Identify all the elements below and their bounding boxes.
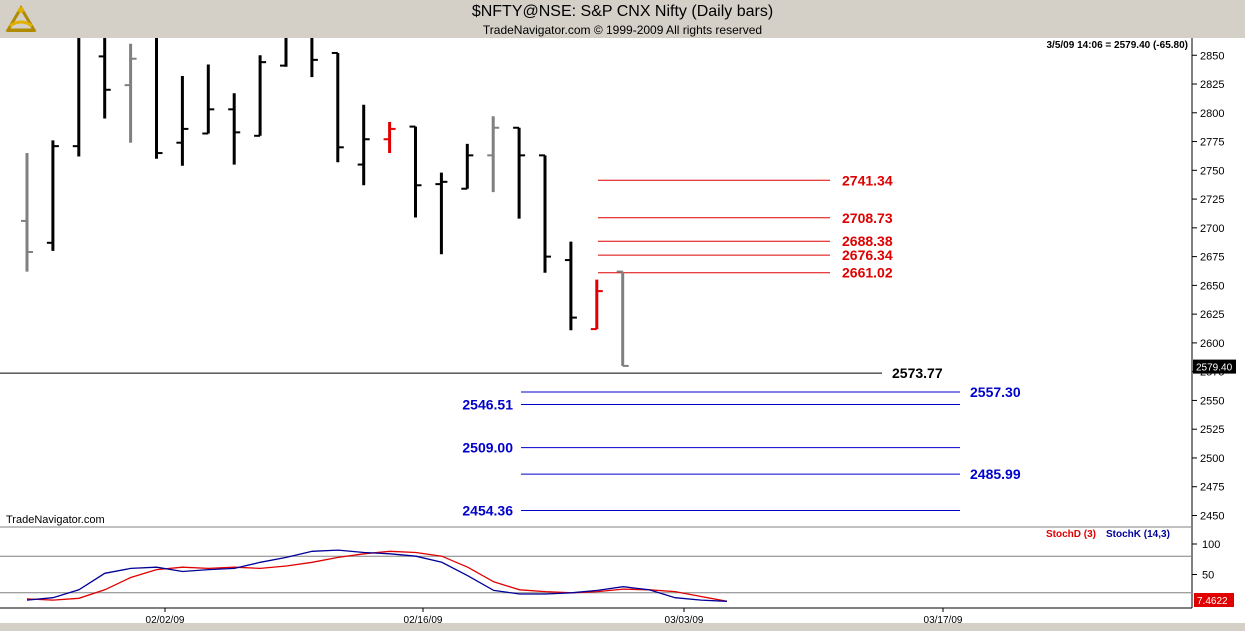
price-tick-label: 2750 (1200, 165, 1224, 177)
time-tick-label: 02/02/09 (146, 615, 185, 626)
price-tick-label: 2800 (1200, 108, 1224, 120)
price-bar (280, 38, 288, 67)
price-tick-label: 2525 (1200, 424, 1224, 436)
price-bar (98, 38, 111, 119)
time-axis: 02/02/09 02/16/09 03/03/09 03/17/09 (146, 608, 963, 626)
legend-stochk: StochK (14,3) (1106, 529, 1170, 540)
stoch-tick-label: 50 (1202, 570, 1214, 582)
level-label: 2485.99 (970, 466, 1021, 482)
watermark: TradeNavigator.com (6, 514, 105, 526)
price-bar (21, 153, 33, 272)
price-bar (46, 140, 59, 251)
level-label: 2557.30 (970, 384, 1021, 400)
level-label: 2708.73 (842, 210, 893, 226)
stoch-last-value-label: 7.4622 (1197, 596, 1228, 607)
stoch-series-line (26, 549, 728, 602)
price-bar (72, 38, 81, 157)
last-price-label: 2579.40 (1196, 363, 1233, 374)
price-bar (155, 38, 163, 159)
stoch-last-value-flag (1194, 593, 1234, 607)
last-price-flag (1193, 359, 1236, 374)
level-label: 2676.34 (842, 247, 893, 263)
price-tick-label: 2650 (1200, 280, 1224, 292)
price-bar (357, 104, 370, 186)
price-tick-label: 2625 (1200, 309, 1224, 321)
price-bar (124, 43, 137, 143)
price-bar (310, 38, 318, 78)
level-label: 2454.36 (462, 502, 513, 518)
price-bar (539, 154, 551, 273)
price-bar (331, 51, 344, 163)
price-tick-label: 2700 (1200, 223, 1224, 235)
chart-title: $NFTY@NSE: S&P CNX Nifty (Daily bars) (471, 3, 774, 20)
price-bar (616, 270, 629, 367)
cursor-readout: 3/5/09 14:06 = 2579.40 (-65.80) (1047, 40, 1189, 51)
price-tick-label: 2550 (1200, 395, 1224, 407)
level-label: 2688.38 (842, 233, 893, 249)
time-tick-label: 02/16/09 (404, 615, 443, 626)
copyright-text: TradeNavigator.com © 1999-2009 All right… (482, 23, 763, 37)
level-label: 2741.34 (842, 172, 893, 188)
level-label: 2546.51 (462, 396, 513, 412)
stoch-tick-label: 100 (1202, 539, 1220, 551)
price-tick-label: 2450 (1200, 510, 1224, 522)
price-bar (590, 279, 603, 331)
price-tick-label: 2725 (1200, 194, 1224, 206)
price-tick-label: 2600 (1200, 338, 1224, 350)
price-bar (409, 125, 422, 218)
price-bar (202, 64, 215, 135)
price-bar (564, 241, 577, 331)
ohlc-bars (21, 38, 629, 367)
price-tick-label: 2850 (1200, 50, 1224, 62)
plot-area (0, 38, 1192, 623)
price-axis-area (1192, 38, 1245, 623)
price-tick-label: 2675 (1200, 252, 1224, 264)
price-bar (513, 126, 526, 219)
level-label: 2573.77 (892, 365, 943, 381)
price-tick-label: 2825 (1200, 79, 1224, 91)
level-label: 2661.02 (842, 265, 893, 281)
price-bar (383, 121, 396, 154)
legend-stochd: StochD (3) (1046, 529, 1096, 540)
price-tick-label: 2475 (1200, 482, 1224, 494)
price-bar (254, 55, 267, 137)
price-tick-label: 2500 (1200, 453, 1224, 465)
price-bar (487, 116, 500, 193)
price-tick-label: 2775 (1200, 137, 1224, 149)
price-bar (228, 93, 241, 165)
sextant-icon (4, 4, 38, 39)
price-bar (461, 143, 474, 190)
price-bar (176, 75, 189, 166)
level-label: 2509.00 (462, 440, 513, 456)
price-axis: 2450247525002525255025752600262526502675… (1192, 50, 1236, 522)
price-bar (435, 172, 448, 255)
time-tick-label: 03/17/09 (924, 615, 963, 626)
stochastic-panel: 50 100 StochD (3) StochK (14,3) 7.4622 (0, 529, 1234, 607)
time-tick-label: 03/03/09 (665, 615, 704, 626)
